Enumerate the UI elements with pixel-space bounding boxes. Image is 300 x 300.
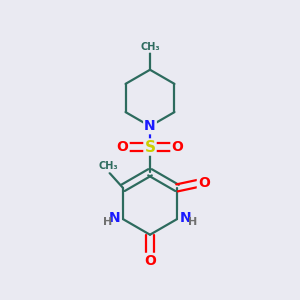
Text: N: N [144,119,156,133]
Text: S: S [145,140,155,154]
Text: H: H [188,217,197,227]
Text: H: H [103,217,112,227]
Text: O: O [144,254,156,268]
Text: CH₃: CH₃ [140,42,160,52]
Text: O: O [117,140,129,154]
Text: O: O [198,176,210,190]
Text: N: N [179,211,191,225]
Text: CH₃: CH₃ [98,161,118,172]
Text: O: O [171,140,183,154]
Text: N: N [109,211,121,225]
